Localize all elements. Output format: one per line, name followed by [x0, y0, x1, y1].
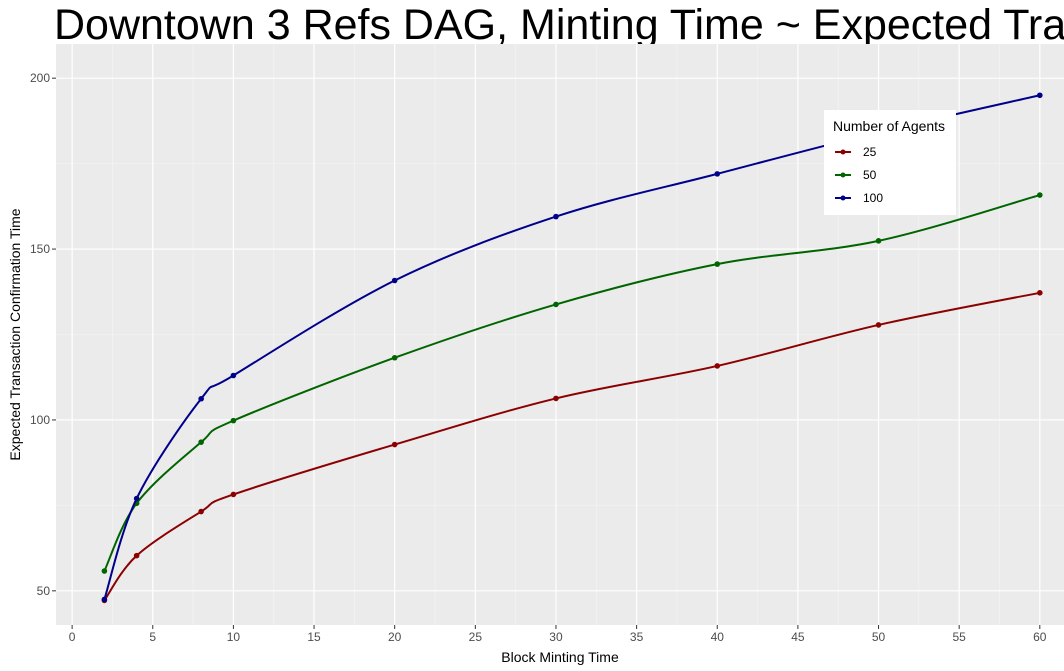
legend-item-100: 100 [835, 191, 883, 205]
data-point [230, 372, 237, 379]
x-tick-label: 45 [791, 630, 805, 644]
data-point [391, 354, 398, 361]
data-point [101, 596, 108, 603]
data-point [1037, 290, 1043, 296]
data-point [1037, 92, 1043, 99]
series-50 [101, 192, 1043, 574]
x-tick-label: 55 [952, 630, 966, 644]
y-tick-label: 150 [30, 242, 50, 256]
data-point [198, 439, 204, 445]
legend-key-point [840, 149, 846, 155]
data-point [875, 238, 882, 244]
major-gridlines [56, 44, 1064, 625]
data-point [391, 277, 398, 284]
legend-label: 25 [863, 145, 877, 159]
chart-title: Downtown 3 Refs DAG, Minting Time ~ Expe… [54, 1, 1064, 49]
x-tick-label: 10 [227, 630, 241, 644]
data-point [198, 508, 204, 515]
data-point [553, 395, 559, 402]
data-point [133, 552, 140, 559]
data-point [553, 301, 559, 308]
x-tick-label: 15 [307, 630, 321, 644]
x-tick-label: 35 [630, 630, 644, 644]
x-tick-label: 30 [549, 630, 563, 644]
x-tick-label: 40 [711, 630, 725, 644]
legend-label: 100 [863, 191, 883, 205]
x-tick-label: 25 [469, 630, 483, 644]
legend-item-25: 25 [835, 145, 877, 159]
data-point [101, 568, 108, 574]
y-axis: 50 100 150 200 [30, 71, 56, 598]
legend-item-50: 50 [835, 168, 877, 182]
data-point [875, 322, 882, 328]
data-point [230, 417, 237, 424]
x-tick-label: 50 [872, 630, 886, 644]
y-axis-title: Expected Transaction Confirmation Time [7, 208, 23, 460]
data-point [714, 171, 721, 177]
legend-key-point [840, 195, 846, 201]
data-point [714, 363, 721, 369]
data-point [553, 213, 559, 220]
series-line-25 [103, 291, 1041, 601]
x-tick-label: 0 [69, 630, 76, 644]
x-axis-title: Block Minting Time [501, 649, 619, 665]
series-line-50 [103, 194, 1041, 572]
minor-gridlines [56, 44, 1064, 625]
legend-key-point [840, 172, 846, 178]
legend-label: 50 [863, 168, 877, 182]
data-point [230, 491, 237, 498]
data-point [391, 441, 398, 448]
series-25 [101, 290, 1043, 604]
y-tick-label: 50 [37, 584, 51, 598]
x-tick-label: 60 [1033, 630, 1047, 644]
data-point [133, 495, 140, 502]
y-tick-label: 200 [30, 71, 50, 85]
legend-items: 25 50 100 [835, 145, 883, 205]
legend-title: Number of Agents [833, 118, 945, 134]
x-axis: 0 5 10 15 20 25 30 35 40 45 50 55 60 [69, 625, 1047, 644]
data-point [198, 395, 204, 402]
x-tick-label: 20 [388, 630, 402, 644]
data-point [714, 261, 721, 267]
x-tick-label: 5 [149, 630, 156, 644]
data-point [1037, 192, 1043, 198]
legend: Number of Agents 25 50 100 [824, 110, 956, 215]
y-tick-label: 100 [30, 413, 50, 427]
